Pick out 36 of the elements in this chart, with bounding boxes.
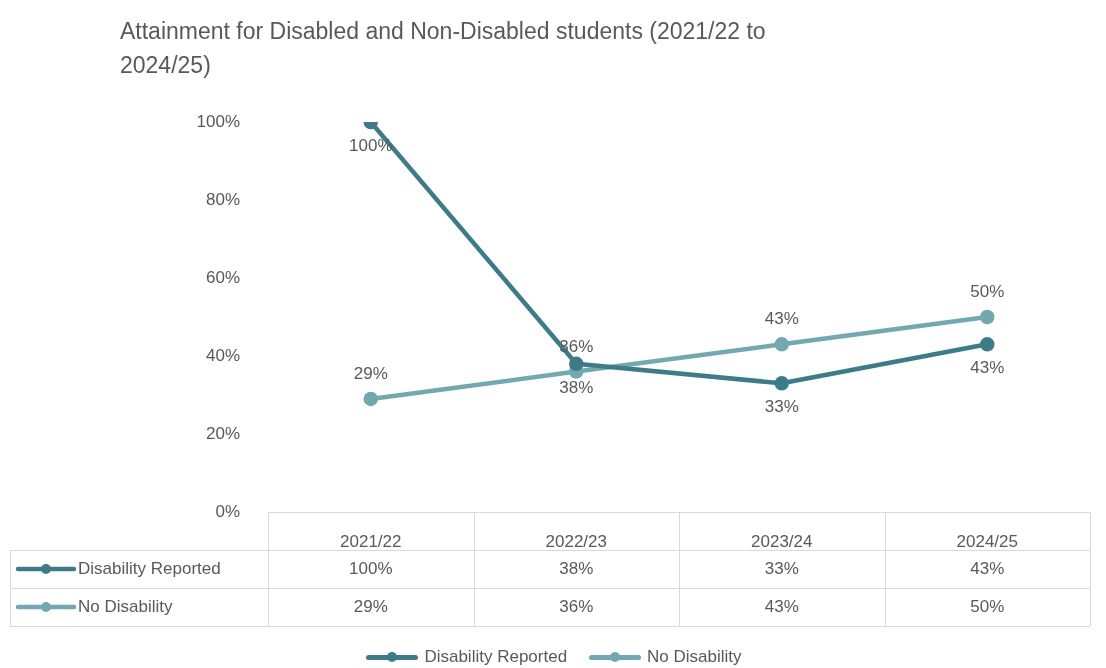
chart-title: Attainment for Disabled and Non-Disabled students (2021/22 to 2024/25) bbox=[120, 17, 767, 80]
point bbox=[774, 376, 789, 391]
data-label: 43% bbox=[764, 596, 799, 616]
data-label: 38% bbox=[559, 558, 594, 578]
legend-label: Disability Reported bbox=[78, 558, 221, 578]
data-label: 100% bbox=[349, 558, 393, 578]
x-tick-label: 2023/24 bbox=[751, 531, 813, 551]
y-tick-label: 80% bbox=[205, 189, 240, 209]
text: 43% bbox=[764, 309, 799, 329]
text: 43% bbox=[970, 358, 1005, 378]
point bbox=[980, 337, 995, 352]
y-tick-label: 100% bbox=[196, 111, 240, 131]
y-tick-label: 40% bbox=[205, 345, 240, 365]
text: 29% bbox=[353, 364, 388, 384]
data-label: 33% bbox=[764, 558, 799, 578]
point bbox=[980, 309, 995, 325]
x-tick-label: 2022/23 bbox=[545, 531, 607, 551]
data-label: 29% bbox=[353, 596, 388, 616]
point bbox=[569, 356, 584, 372]
text: 38% bbox=[559, 377, 594, 397]
text: 33% bbox=[764, 397, 799, 417]
data-label: 36% bbox=[559, 596, 594, 616]
legend-label: No Disability bbox=[647, 646, 742, 668]
y-tick-label: 0% bbox=[215, 501, 240, 521]
x-tick-label: 2021/22 bbox=[340, 531, 402, 551]
data-label: 43% bbox=[970, 558, 1005, 578]
point bbox=[774, 337, 789, 352]
text: No Disability bbox=[78, 596, 173, 616]
text: Disability Reported bbox=[424, 647, 568, 666]
y-tick-label: 60% bbox=[205, 267, 240, 287]
x-tick-label: 2024/25 bbox=[956, 531, 1018, 551]
text: 50% bbox=[970, 282, 1005, 302]
y-tick-label: 20% bbox=[205, 423, 240, 443]
point bbox=[363, 391, 378, 407]
data-label: 50% bbox=[970, 596, 1005, 616]
text: 100% bbox=[349, 136, 393, 156]
